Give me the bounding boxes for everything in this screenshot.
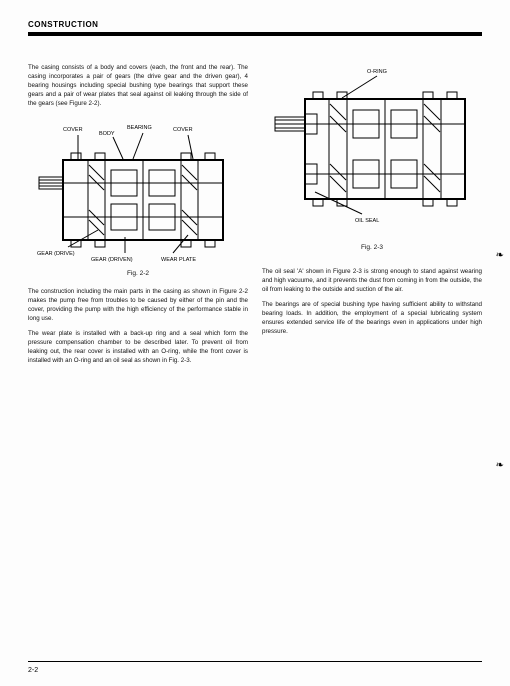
header-rule	[28, 32, 482, 36]
label-cover-left: COVER	[63, 127, 83, 133]
label-gear-drive: GEAR (DRIVE)	[37, 251, 75, 257]
label-o-ring: O-RING	[367, 69, 387, 75]
footer-rule	[28, 661, 482, 662]
right-para-2: The bearings are of special bushing type…	[262, 301, 482, 337]
right-para-1: The oil seal 'A' shown in Figure 2-3 is …	[262, 268, 482, 295]
label-oil-seal: OIL SEAL	[355, 218, 379, 224]
fig-2-2-caption: Fig. 2-2	[28, 269, 248, 278]
label-gear-driven: GEAR (DRIVEN)	[91, 257, 133, 263]
label-wear-plate: WEAR PLATE	[161, 257, 196, 263]
content-columns: The casing consists of a body and covers…	[28, 64, 482, 372]
left-column: The casing consists of a body and covers…	[28, 64, 248, 372]
label-bearing: BEARING	[127, 125, 152, 131]
left-para-3: The wear plate is installed with a back-…	[28, 330, 248, 366]
label-body: BODY	[99, 131, 115, 137]
section-header: CONSTRUCTION	[28, 20, 482, 32]
page: CONSTRUCTION The casing consists of a bo…	[0, 0, 510, 686]
label-cover-right: COVER	[173, 127, 193, 133]
page-number: 2-2	[28, 667, 38, 674]
fig-2-3-caption: Fig. 2-3	[262, 243, 482, 252]
right-column: O-RING OIL SEAL Fig. 2-3 The oil seal 'A…	[262, 64, 482, 372]
page-mark-icon: ❧	[496, 250, 504, 261]
figure-2-3: O-RING OIL SEAL	[262, 64, 482, 229]
figure-2-2: COVER BODY BEARING COVER GEAR (DRIVE) GE…	[28, 115, 248, 265]
left-para-2: The construction including the main part…	[28, 288, 248, 324]
left-para-1: The casing consists of a body and covers…	[28, 64, 248, 109]
page-mark-icon: ❧	[496, 460, 504, 471]
